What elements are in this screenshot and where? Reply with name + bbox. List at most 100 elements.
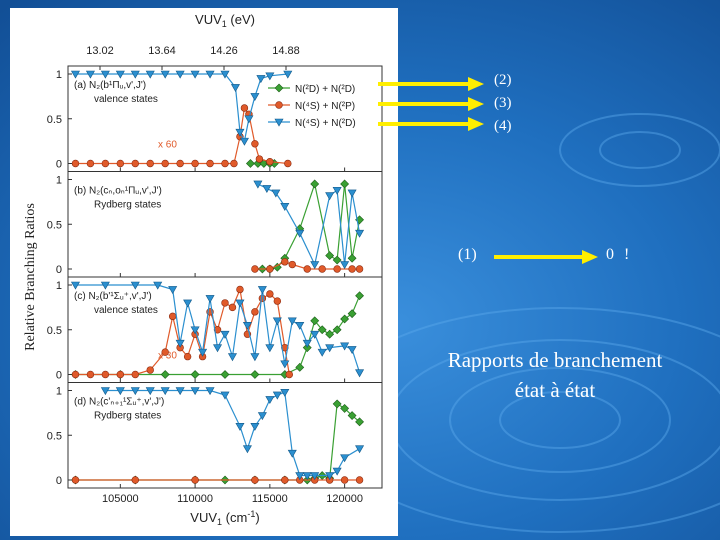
data-point: [251, 308, 259, 316]
data-point: [257, 412, 267, 421]
data-point: [266, 265, 274, 273]
data-point: [190, 370, 200, 379]
data-point: [240, 104, 249, 112]
data-point: [340, 342, 350, 351]
bottom-tick-label: 115000: [252, 493, 288, 505]
data-point: [265, 72, 275, 81]
y-tick-label: 0: [56, 159, 62, 171]
arrow-4: [378, 117, 484, 131]
data-point: [116, 370, 125, 379]
data-point: [131, 370, 139, 379]
data-point: [220, 391, 230, 400]
data-point: [272, 391, 282, 400]
legend-marker: [275, 101, 283, 109]
data-point: [160, 387, 170, 396]
data-point: [205, 70, 215, 79]
data-point: [220, 70, 230, 79]
data-point: [100, 387, 110, 396]
data-point: [283, 70, 293, 79]
data-point: [262, 185, 272, 194]
arrow-1: [494, 250, 598, 264]
data-point: [310, 261, 320, 270]
data-point: [295, 229, 305, 238]
data-point: [85, 70, 95, 79]
arrow-label-1: (1): [458, 246, 477, 263]
panel-scale-a: x 60: [158, 140, 177, 151]
y-tick-label: 0: [56, 475, 62, 487]
legend-entry: N(⁴S) + N(²D): [295, 118, 356, 129]
data-point: [190, 70, 200, 79]
data-point: [160, 370, 170, 379]
data-point: [325, 251, 335, 260]
data-point: [221, 299, 229, 307]
data-point: [287, 449, 297, 458]
data-point: [206, 159, 214, 168]
y-tick-label: 0.5: [47, 219, 62, 231]
data-point: [317, 325, 327, 335]
data-point: [250, 93, 260, 101]
data-point: [190, 387, 200, 396]
data-point: [355, 476, 364, 484]
data-point: [347, 309, 357, 319]
bottom-axis-label: VUV1 (cm-1): [190, 509, 259, 527]
data-point: [183, 352, 192, 361]
data-point: [175, 339, 185, 348]
data-point: [310, 330, 320, 339]
data-point: [288, 260, 296, 269]
data-point: [130, 70, 140, 79]
data-point: [340, 261, 350, 270]
data-point: [257, 286, 267, 295]
data-point: [175, 387, 185, 396]
data-point: [340, 403, 350, 413]
panel-title-a: (a) N₂(b¹Πᵤ,v',J'): [74, 80, 146, 91]
data-point: [86, 159, 95, 168]
panel-title-d: (d) N₂(c'ₙ₊₁¹Σᵤ⁺,v',J'): [74, 397, 164, 408]
data-point: [325, 329, 335, 339]
data-point: [220, 330, 230, 339]
data-point: [205, 295, 215, 304]
bottom-tick-label: 105000: [102, 493, 139, 505]
data-point: [235, 422, 245, 431]
data-point: [191, 476, 199, 484]
data-point: [71, 476, 80, 484]
data-point: [221, 159, 229, 168]
data-point: [318, 265, 326, 273]
panel-desc-a: valence states: [94, 94, 158, 105]
data-point: [228, 303, 237, 312]
data-point: [198, 348, 208, 357]
data-point: [256, 75, 266, 84]
y-tick-label: 0.5: [47, 430, 62, 442]
data-point: [355, 265, 364, 273]
data-point: [250, 422, 260, 431]
data-point: [227, 353, 237, 362]
data-point: [347, 411, 357, 420]
arrow-label-4: (4): [494, 118, 512, 134]
data-point: [70, 70, 80, 79]
data-point: [236, 285, 244, 294]
arrow-2: [378, 77, 484, 91]
data-point: [235, 299, 245, 308]
data-point: [302, 472, 312, 481]
caption-line-1: Rapports de branchement: [447, 348, 663, 372]
panel-title-b: (b) N₂(cₙ,oₙ¹Πᵤ,v',J'): [74, 186, 162, 197]
y-tick-label: 0.5: [47, 114, 62, 126]
data-point: [265, 396, 275, 405]
arrow-label-3: (3): [494, 95, 512, 111]
data-point: [355, 417, 364, 427]
data-point: [242, 321, 252, 330]
data-point: [340, 314, 350, 324]
data-point: [347, 189, 357, 198]
data-point: [302, 339, 312, 348]
panel-scale-c: x 30: [158, 351, 177, 362]
y-tick-label: 1: [56, 175, 62, 187]
data-point: [145, 70, 155, 79]
data-point: [220, 370, 230, 379]
legend-entry: N(⁴S) + N(²P): [295, 101, 355, 112]
data-point: [205, 387, 215, 396]
data-point: [101, 159, 110, 168]
data-point: [317, 348, 327, 357]
data-point: [271, 189, 281, 198]
data-point: [347, 253, 357, 263]
data-point: [325, 472, 335, 481]
data-point: [266, 290, 274, 298]
